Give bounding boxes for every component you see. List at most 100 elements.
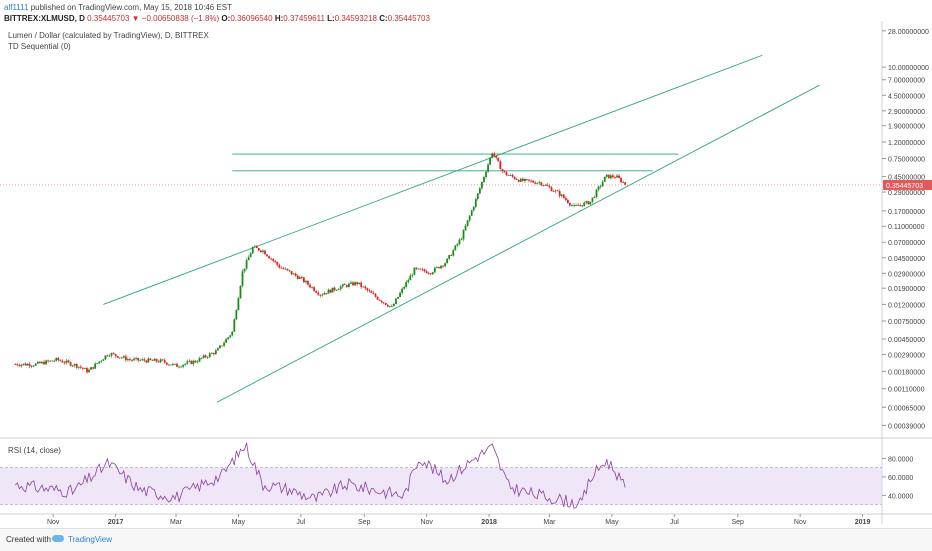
candle-body — [442, 265, 444, 267]
chart-canvas[interactable]: 28.00000000 10.00000000 7.00000000 4.500000… — [0, 0, 932, 528]
candle-body — [34, 363, 37, 366]
candle-body — [427, 273, 430, 275]
candle-body — [145, 360, 148, 363]
indicator-label[interactable]: TD Sequential (0) — [8, 42, 71, 51]
candle-body — [382, 302, 385, 304]
price-tick-label: 0.00110000 — [888, 387, 925, 394]
candle-body — [517, 179, 520, 182]
candle-body — [247, 257, 250, 261]
candle-body — [595, 189, 598, 197]
price-tick-label: 0.00750000 — [888, 319, 925, 326]
high-label: H: — [274, 14, 284, 23]
candle-body — [135, 357, 137, 359]
candle-body — [227, 337, 230, 340]
candle-body — [112, 353, 115, 355]
candle-body — [151, 359, 154, 361]
candle-body — [378, 299, 381, 301]
rsi-label[interactable]: RSI (14, close) — [8, 446, 61, 455]
candle-body — [257, 248, 260, 251]
candle-body — [616, 175, 618, 178]
candle-body — [495, 155, 498, 158]
candle-body — [276, 261, 279, 265]
candle-body — [474, 199, 477, 207]
candle-body — [538, 182, 541, 184]
price-tick-label: 10.00000000 — [888, 65, 929, 72]
candle-body — [364, 286, 367, 289]
candle-body — [411, 274, 414, 276]
candle-body — [188, 360, 191, 362]
candle-body — [51, 360, 54, 362]
candle-body — [521, 178, 524, 181]
candle-body — [614, 177, 616, 178]
candle-body — [372, 292, 375, 294]
price-tick-label: 0.00290000 — [888, 353, 925, 360]
candle-body — [560, 194, 563, 196]
candle-body — [352, 282, 354, 286]
candle-body — [57, 358, 60, 361]
candle-body — [513, 176, 516, 180]
candle-body — [302, 277, 305, 283]
author-link[interactable]: alf1111 — [4, 3, 29, 12]
candle-body — [421, 269, 424, 271]
candle-body — [399, 292, 401, 298]
chart-title: Lumen / Dollar (calculated by TradingVie… — [8, 31, 209, 40]
price-tick-label: 0.04500000 — [888, 256, 925, 263]
candle-body — [585, 201, 588, 203]
candle-body — [88, 369, 90, 373]
candle-body — [249, 253, 252, 258]
publish-header: alf1111 published on TradingView.com, Ma… — [4, 3, 232, 12]
candle-body — [251, 247, 254, 254]
candle-body — [456, 243, 459, 246]
candle-body — [262, 250, 264, 252]
candle-body — [429, 273, 432, 275]
price-tick-label: 2.90000000 — [888, 109, 925, 116]
candle-body — [573, 205, 575, 206]
candle-body — [202, 355, 205, 358]
candle-body — [153, 358, 156, 361]
price-tick-label: 4.50000000 — [888, 93, 925, 100]
candle-body — [165, 362, 168, 365]
candle-body — [180, 366, 183, 368]
price-tick-label: 0.00450000 — [888, 337, 925, 344]
candle-body — [114, 353, 117, 357]
time-tick-label: Mar — [170, 519, 183, 526]
candle-body — [566, 199, 569, 204]
candle-body — [526, 179, 528, 180]
tradingview-brand[interactable]: TradingView — [68, 535, 113, 544]
candle-body — [511, 174, 514, 177]
candle-body — [524, 179, 526, 181]
candle-body — [104, 355, 107, 360]
candle-body — [370, 291, 373, 293]
candle-body — [597, 186, 600, 190]
price-tick-label: 0.75000000 — [888, 157, 925, 164]
price-tick-label: 7.00000000 — [888, 78, 925, 85]
candle-body — [571, 205, 573, 207]
tradingview-cloud-icon — [52, 535, 64, 542]
candle-body — [491, 153, 494, 158]
candle-body — [176, 363, 178, 367]
candle-body — [530, 180, 532, 182]
candle-body — [200, 357, 203, 359]
candle-body — [296, 275, 299, 279]
candle-body — [106, 355, 109, 357]
candle-body — [63, 362, 66, 364]
candle-body — [395, 298, 397, 304]
candle-body — [341, 284, 344, 287]
candle-body — [307, 280, 309, 285]
candle-body — [161, 359, 164, 361]
candle-body — [605, 174, 608, 177]
candle-body — [86, 368, 88, 373]
candle-body — [483, 177, 485, 182]
candle-body — [476, 193, 479, 200]
candle-body — [217, 348, 219, 351]
price-tick-label: 0.29000000 — [888, 190, 925, 197]
candle-body — [562, 194, 565, 199]
candle-body — [348, 283, 350, 287]
candle-body — [190, 360, 193, 364]
candle-body — [587, 201, 590, 205]
candle-body — [618, 175, 620, 179]
candle-body — [552, 191, 555, 192]
candle-body — [22, 363, 25, 365]
candle-body — [532, 180, 534, 183]
candle-body — [327, 289, 330, 294]
